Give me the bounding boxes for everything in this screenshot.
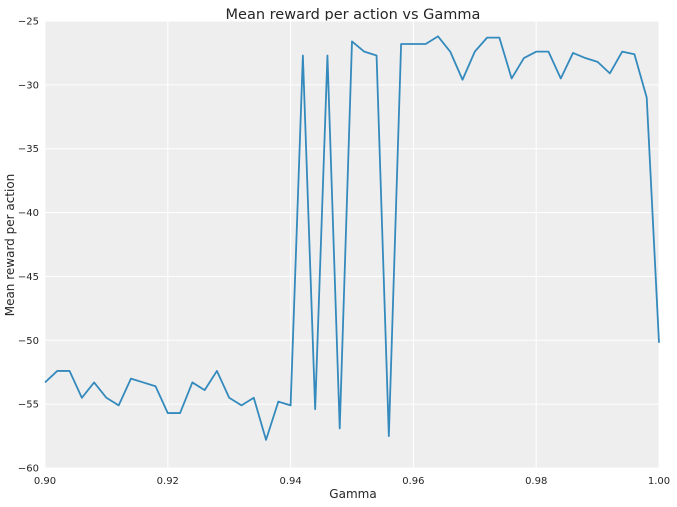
x-axis-label: Gamma	[329, 487, 376, 501]
y-tick-label: −50	[18, 336, 39, 347]
y-tick-label: −25	[18, 17, 39, 28]
y-tick-label: −35	[18, 144, 39, 155]
y-tick-label: −45	[18, 272, 39, 283]
y-tick-label: −60	[18, 464, 39, 475]
series-layer	[44, 35, 660, 441]
y-axis-label: Mean reward per action	[3, 174, 17, 317]
plot-area	[45, 21, 659, 468]
x-axis-ticks: 0.90 0.92 0.94 0.96 0.98 1.00	[34, 476, 670, 487]
y-tick-label: −30	[18, 80, 39, 91]
y-axis-ticks: −25 −30 −35 −40 −45 −50 −55 −60	[18, 17, 39, 475]
x-tick-label: 0.92	[157, 476, 179, 487]
x-tick-label: 0.90	[34, 476, 56, 487]
y-tick-label: −55	[18, 400, 39, 411]
x-tick-label: 0.96	[402, 476, 424, 487]
y-tick-label: −40	[18, 208, 39, 219]
x-tick-label: 0.94	[279, 476, 301, 487]
chart-title: Mean reward per action vs Gamma	[226, 7, 481, 23]
series-line	[44, 35, 660, 441]
x-tick-label: 0.98	[525, 476, 547, 487]
x-tick-label: 1.00	[648, 476, 670, 487]
